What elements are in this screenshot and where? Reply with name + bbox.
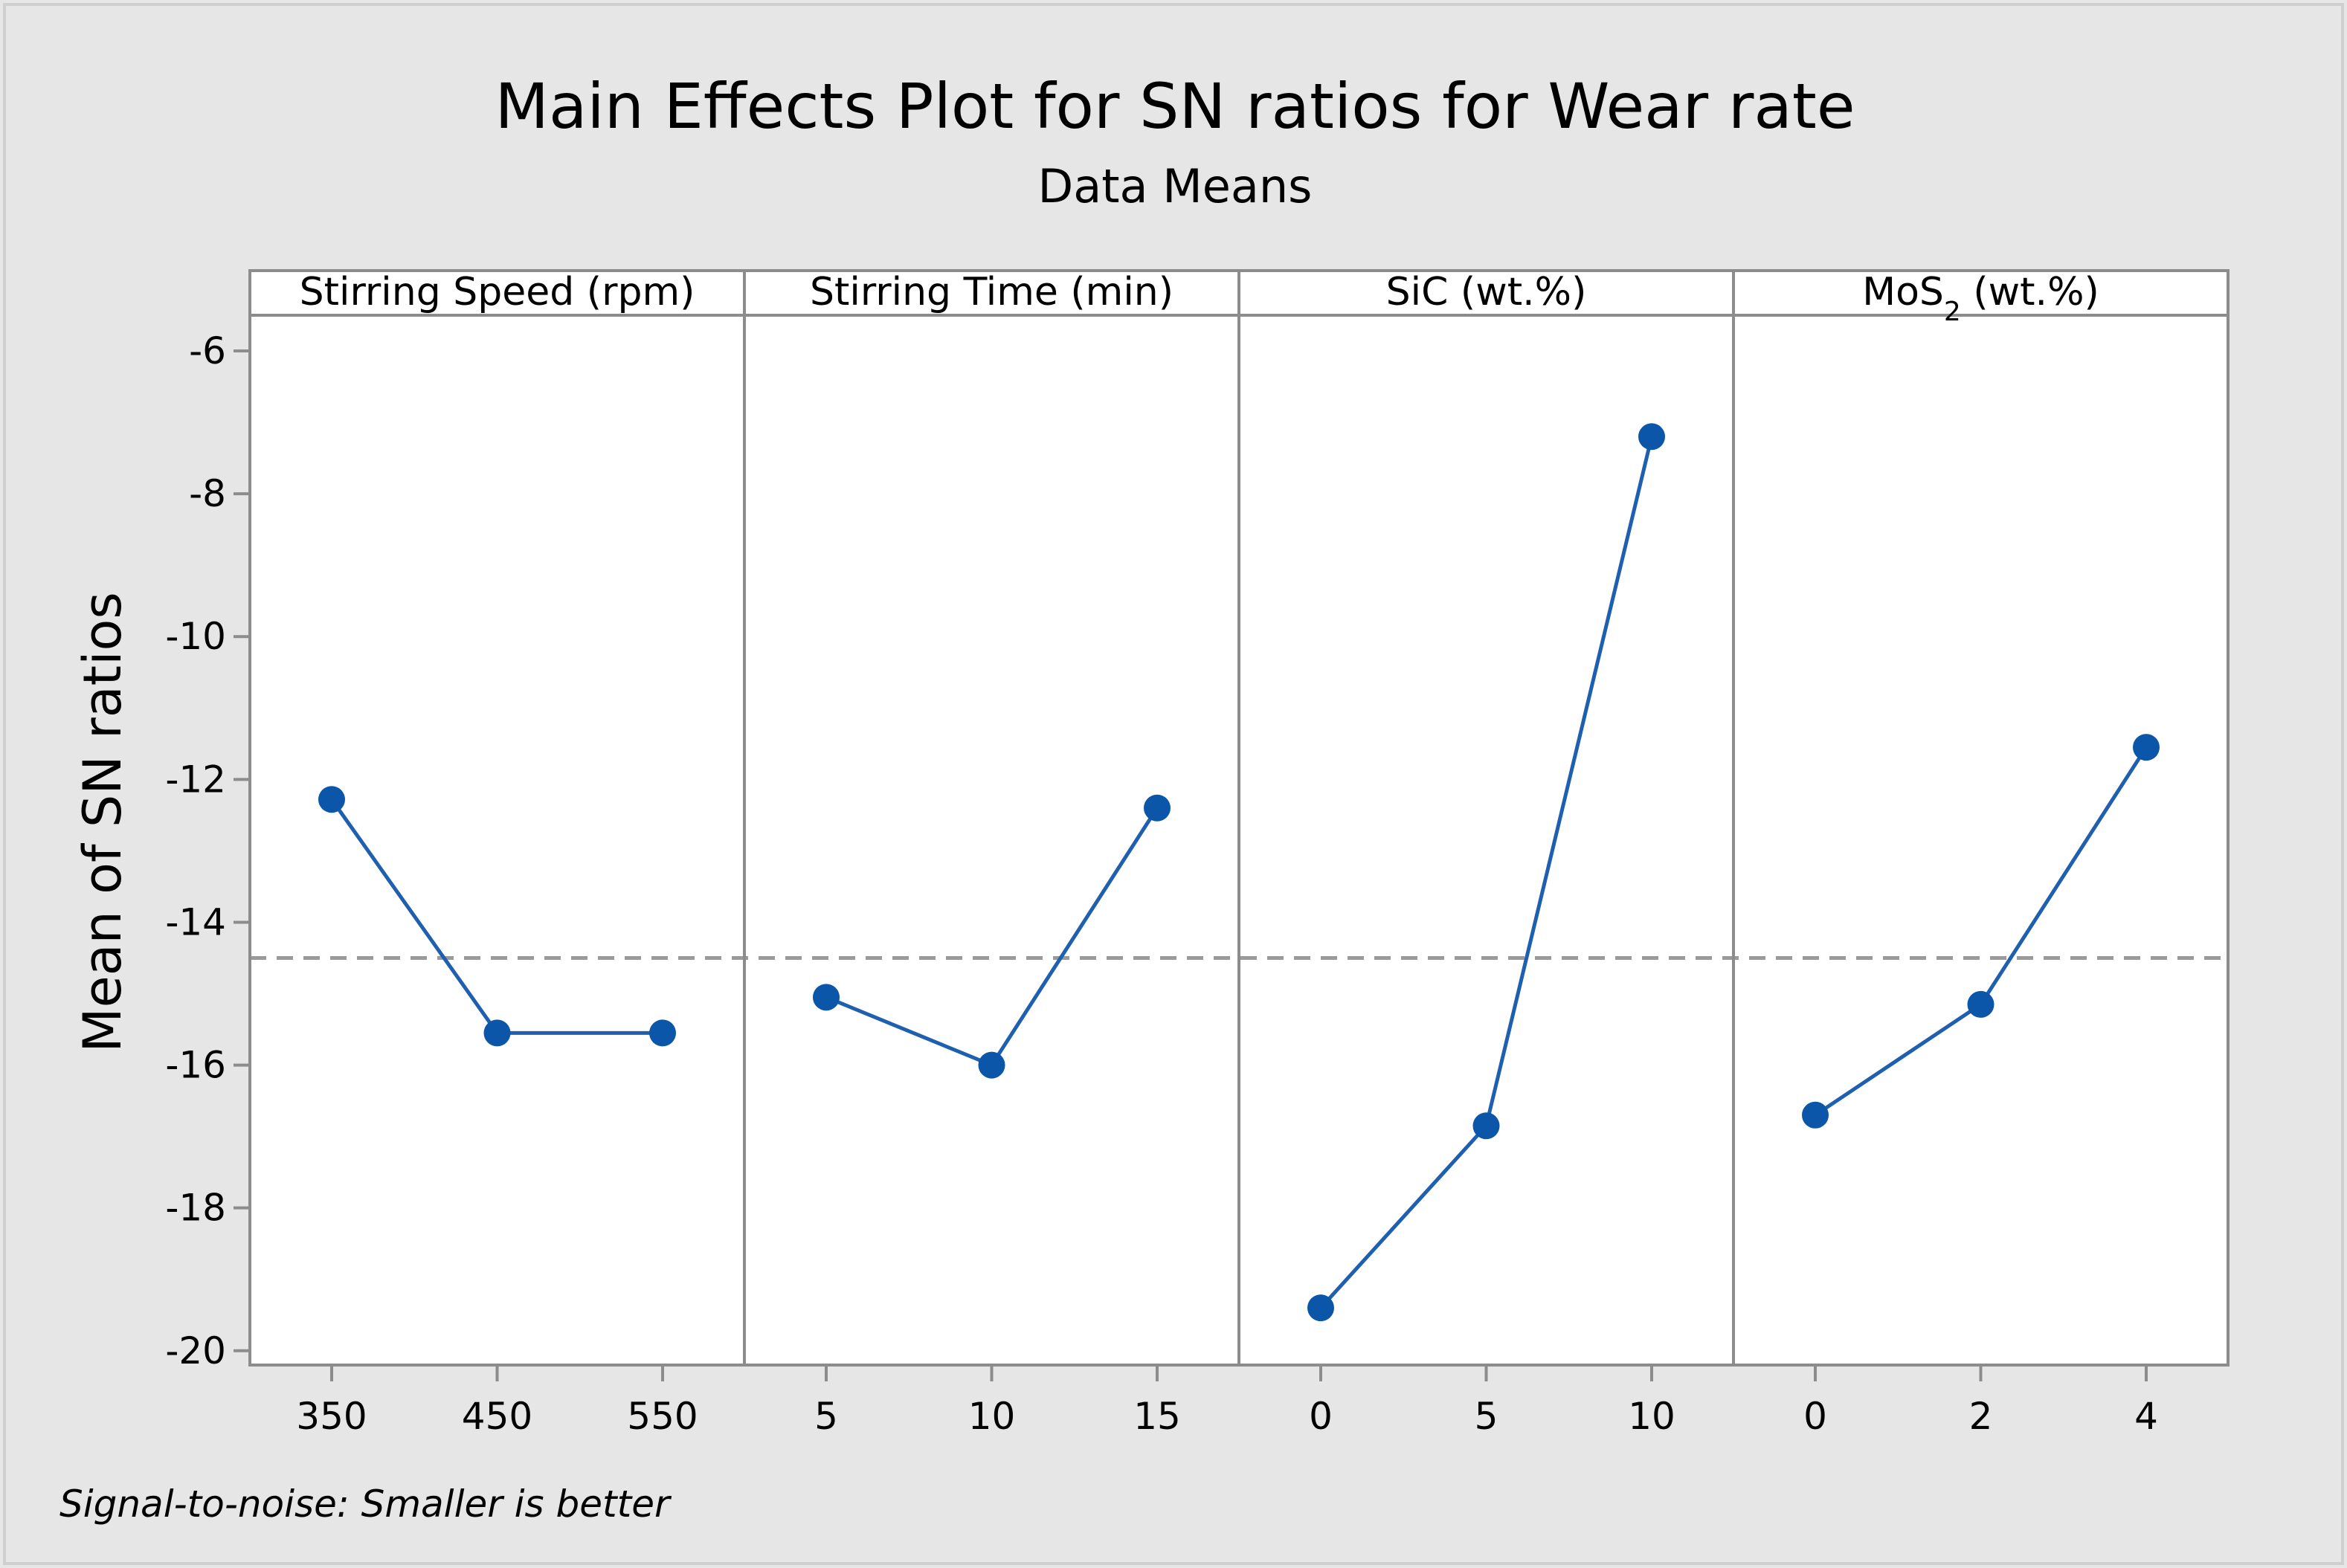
panel-mos2-data-point (2133, 734, 2160, 761)
panel-stirring-time-data-point (813, 984, 840, 1011)
panel-stirring-speed-x-tick-label: 450 (462, 1395, 532, 1438)
plot-frame (248, 269, 2230, 1367)
y-tick-label: -16 (165, 1044, 226, 1087)
panel-sic-x-tick-label: 10 (1628, 1395, 1675, 1438)
panel-sic-header-label: SiC (wt.%) (1386, 270, 1587, 314)
panel-stirring-speed-data-point (649, 1019, 676, 1047)
panel-stirring-speed-x-tick-label: 550 (627, 1395, 698, 1438)
panel-sic-x-tick-label: 5 (1475, 1395, 1498, 1438)
chart-border (3, 3, 2344, 1565)
panel-sic-data-point (1472, 1112, 1500, 1140)
y-tick-label: -18 (165, 1187, 226, 1230)
y-tick-label: -6 (189, 329, 226, 372)
panel-stirring-time-x-tick-label: 10 (968, 1395, 1016, 1438)
chart-subtitle: Data Means (1038, 159, 1313, 213)
panel-stirring-time-x-tick-label: 15 (1133, 1395, 1181, 1438)
chart-title: Main Effects Plot for SN ratios for Wear… (495, 70, 1855, 143)
y-tick-label: -8 (189, 472, 226, 515)
panel-mos2-x-tick-label: 4 (2134, 1395, 2158, 1438)
panel-mos2-x-tick-label: 0 (1803, 1395, 1827, 1438)
y-tick-label: -14 (165, 900, 226, 943)
panel-stirring-time-header-label: Stirring Time (min) (810, 270, 1174, 314)
panel-sic-data-point (1638, 423, 1665, 451)
y-axis-label: Mean of SN ratios (72, 592, 133, 1053)
panel-sic-x-tick-label: 0 (1309, 1395, 1333, 1438)
panel-stirring-time-data-point (978, 1051, 1005, 1079)
y-tick-label: -10 (165, 615, 226, 658)
panel-mos2-header-label: MoS2 (wt.%) (1862, 270, 2099, 327)
panel-mos2-data-point (1802, 1101, 1829, 1129)
panel-mos2-data-point (1967, 990, 1995, 1018)
panel-stirring-time-data-point (1144, 794, 1171, 822)
footnote: Signal-to-noise: Smaller is better (59, 1482, 672, 1526)
panel-stirring-speed-header-label: Stirring Speed (rpm) (300, 270, 695, 314)
panel-stirring-speed-data-point (483, 1019, 511, 1047)
panel-stirring-speed-data-point (318, 786, 345, 813)
y-tick-label: -20 (165, 1329, 226, 1372)
y-tick-label: -12 (165, 758, 226, 801)
panel-sic-data-point (1307, 1294, 1334, 1322)
panel-mos2-x-tick-label: 2 (1969, 1395, 1993, 1438)
panel-stirring-speed-x-tick-label: 350 (296, 1395, 367, 1438)
panel-stirring-time-x-tick-label: 5 (814, 1395, 838, 1438)
